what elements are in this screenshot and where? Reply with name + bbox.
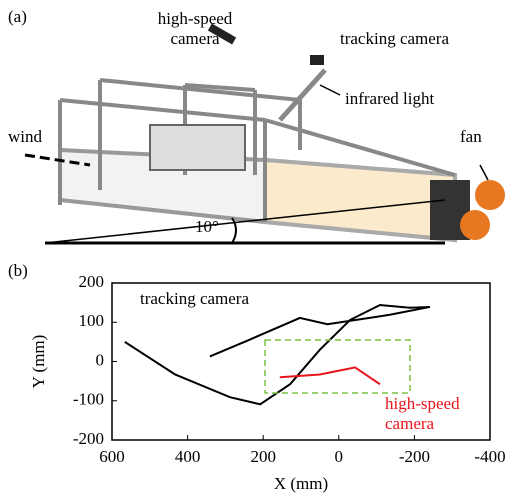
fan [475,180,505,210]
y-axis-label: Y (mm) [29,335,48,389]
annotation: camera [170,29,220,48]
x-tick-label: 600 [99,447,125,466]
camera-icon [310,55,324,65]
y-tick-label: -200 [73,429,104,448]
y-tick-label: 200 [79,272,105,291]
x-tick-label: -400 [474,447,505,466]
figure: (a) high-speed camera tracking camera in… [0,0,518,498]
series-label: tracking camera [140,289,249,308]
y-tick-label: -100 [73,390,104,409]
angle-arc [232,218,236,243]
x-tick-label: 200 [250,447,276,466]
annotation: fan [460,127,482,146]
zoom-box [265,340,410,393]
fan [460,210,490,240]
panel-label: (b) [8,261,28,280]
plot: (b) 600 400 200 0 -200 -400 200 100 0 -100 -200 X (m… [8,261,506,493]
annotation: wind [8,127,43,146]
y-tick-label: 100 [79,311,105,330]
annotation: 10° [195,217,219,236]
y-tick-label: 0 [96,350,105,369]
x-tick-label: 0 [335,447,344,466]
annotation: infrared light [345,89,434,108]
trajectory [125,305,430,404]
x-axis-label: X (mm) [274,474,328,493]
pointer [320,85,340,95]
trajectory [280,367,380,384]
x-tick-label: -200 [399,447,430,466]
panel-label: (a) [8,7,27,26]
pointer [480,165,488,180]
annotation: high-speed [158,9,233,28]
annotation: tracking camera [340,29,449,48]
x-tick-label: 400 [175,447,201,466]
